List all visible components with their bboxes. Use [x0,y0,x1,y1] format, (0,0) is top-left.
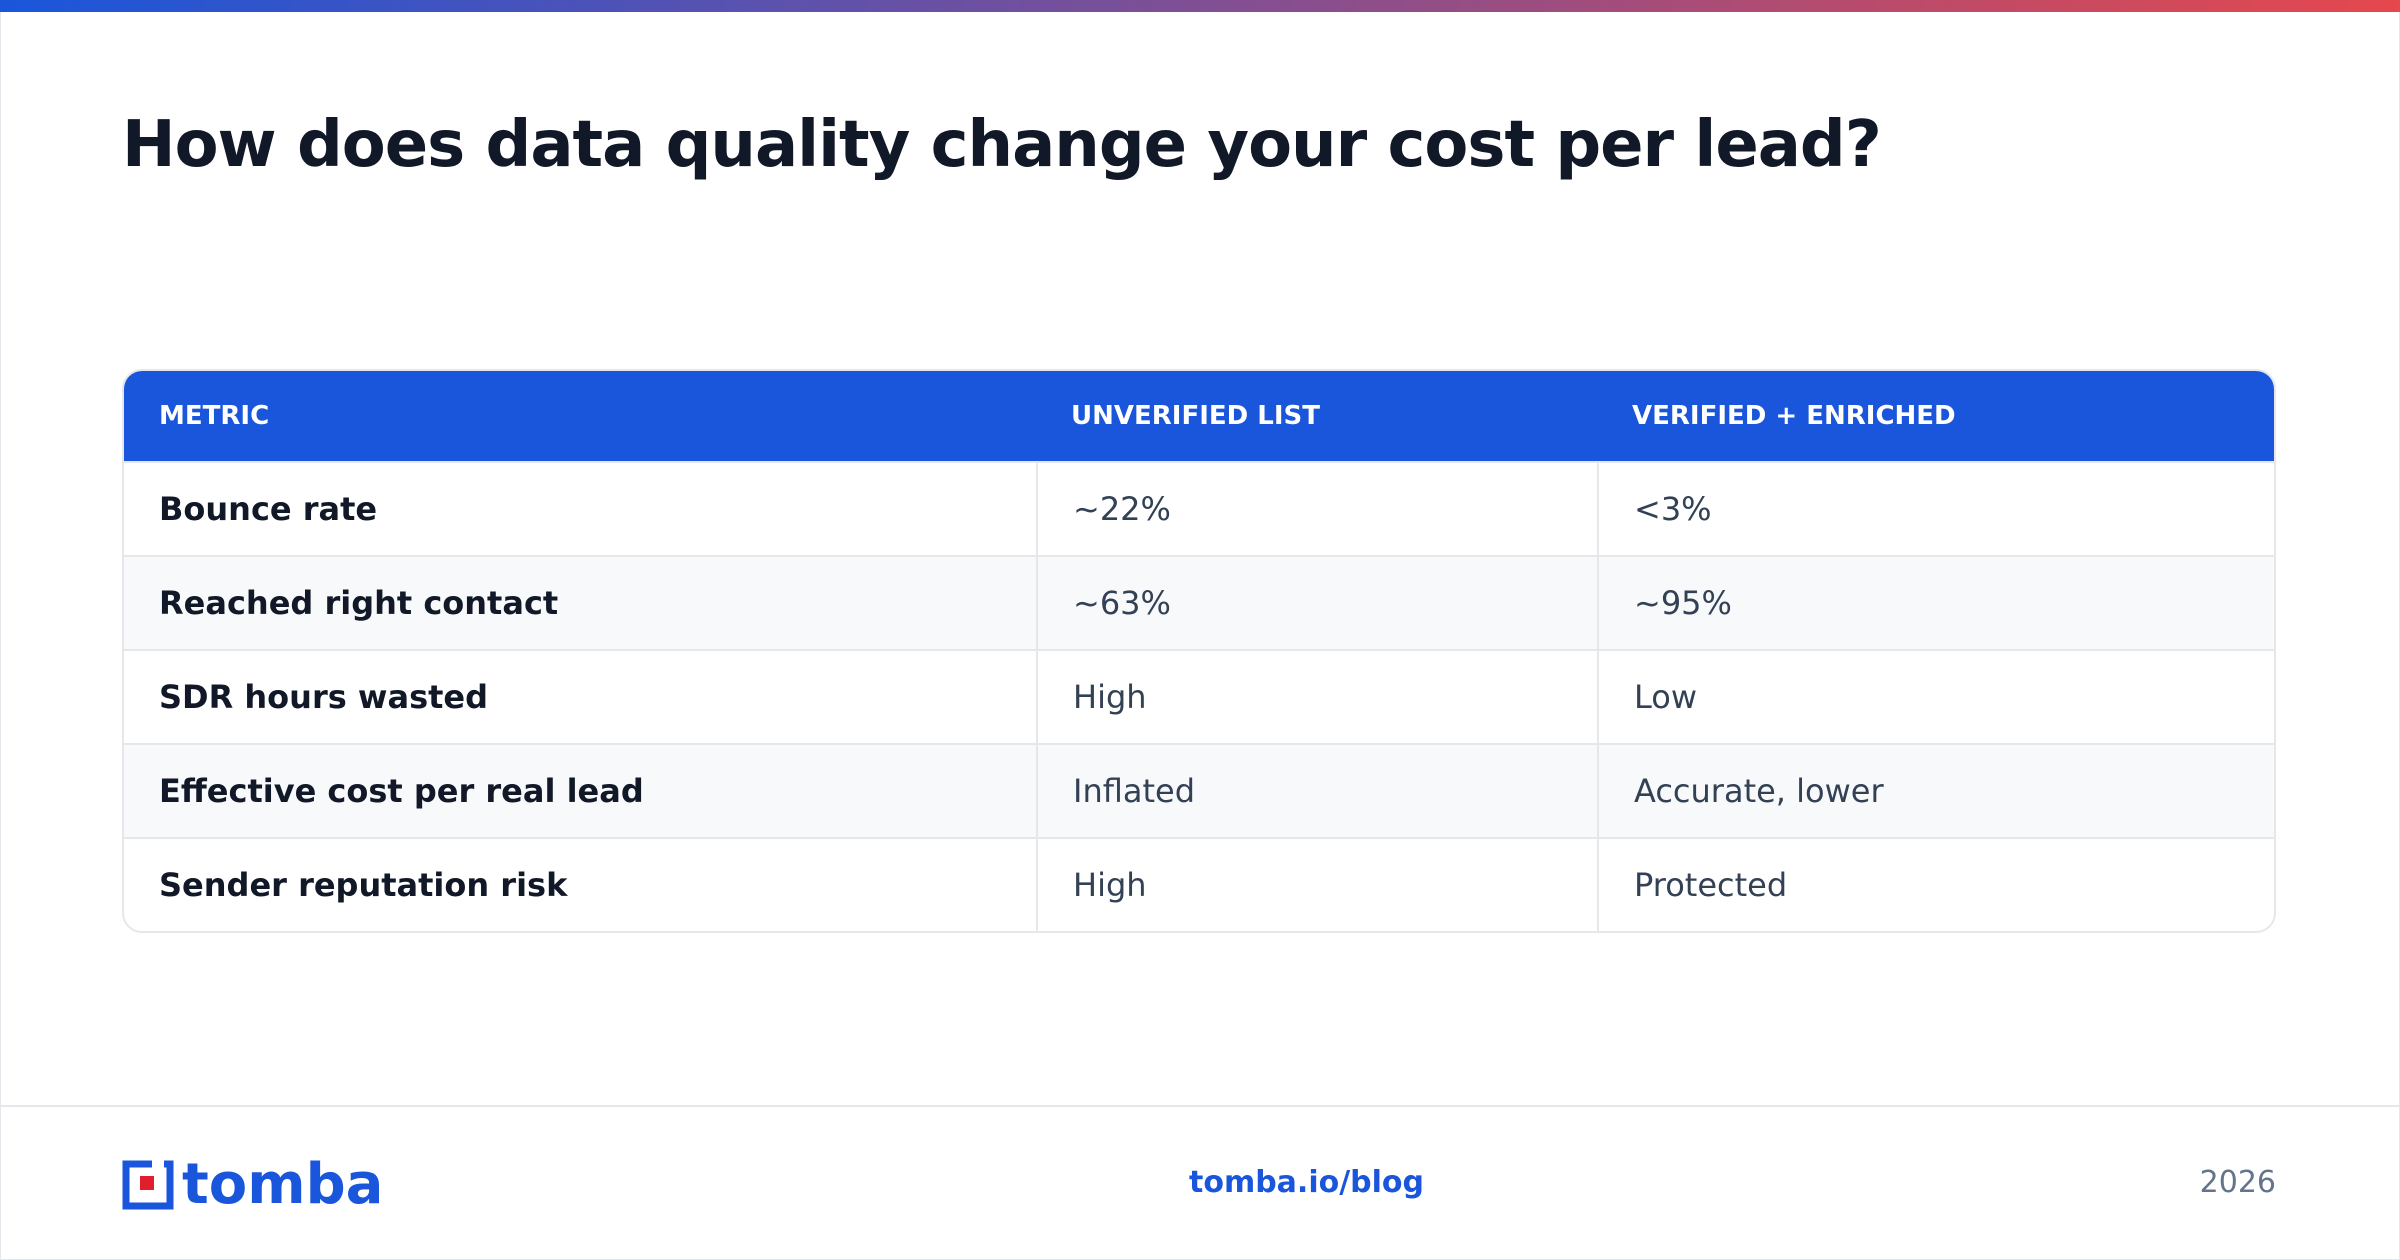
header-row: METRIC UNVERIFIED LIST VERIFIED + ENRICHED [124,371,2274,461]
logo-text: tomba [182,1152,384,1217]
table-row: Sender reputation risk High Protected [124,837,2274,931]
blog-link[interactable]: tomba.io/blog [1189,1165,1425,1200]
year: 2026 [2199,1165,2276,1200]
table-cell: Protected [1597,839,2274,931]
table-cell: Effective cost per real lead [159,772,644,810]
table-row: Reached right contact ~63% ~95% [124,555,2274,649]
table-cell: Low [1597,651,2274,743]
title: How does data quality change your cost p… [122,108,1882,182]
table-row: SDR hours wasted High Low [124,649,2274,743]
table-cell: ~95% [1597,557,2274,649]
table-cell: SDR hours wasted [159,678,489,716]
table-row: Effective cost per real lead Inflated Accu… [124,743,2274,837]
table-cell: ~22% [1036,463,1597,555]
table-cell: Accurate, lower [1597,745,2274,837]
logo-icon [122,1160,174,1210]
top-bar [0,0,2400,12]
logo: tomba [122,1157,383,1213]
table-cell: ~63% [1036,557,1597,649]
table-cell: <3% [1597,463,2274,555]
table-cell: Sender reputation risk [159,866,568,904]
table-cell: Inflated [1036,745,1597,837]
table-cell: High [1036,651,1597,743]
column-header: UNVERIFIED LIST [1071,401,1320,431]
column-header: VERIFIED + ENRICHED [1632,401,1956,431]
table-row: Bounce rate ~22% <3% [124,461,2274,555]
table-cell: Reached right contact [159,584,559,622]
table-cell: Bounce rate [159,490,378,528]
comparison-table: METRIC UNVERIFIED LIST VERIFIED + ENRICHED… [122,369,2276,933]
table-cell: High [1036,839,1597,931]
column-header: METRIC [159,401,270,431]
footer-divider [0,1105,2400,1107]
